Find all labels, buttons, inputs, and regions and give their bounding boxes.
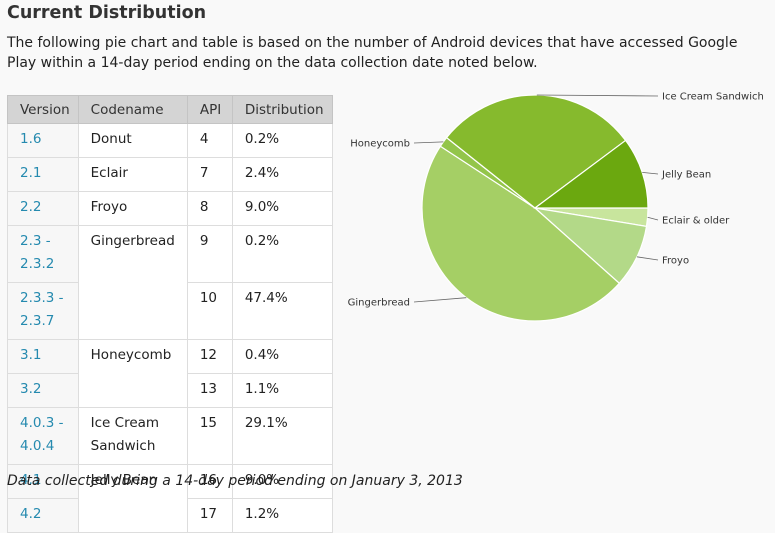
api-cell: 4: [186, 123, 233, 158]
page-title: Current Distribution: [7, 3, 207, 23]
table-header-row: Version Codename API Distribution: [7, 95, 333, 124]
api-cell: 16: [186, 464, 233, 499]
table-row: 2.3 - 2.3.2 Gingerbread 9 0.2%: [7, 225, 333, 340]
leader-line-froyo: [636, 256, 659, 261]
version-link[interactable]: 2.3.3 - 2.3.7: [7, 282, 79, 340]
codename-cell: Eclair: [77, 157, 188, 192]
header-api: API: [186, 95, 233, 124]
pie-label-eclair-older: Eclair & older: [662, 216, 730, 227]
distribution-cell: 1.2%: [231, 498, 333, 533]
distribution-cell: 2.4%: [231, 157, 333, 192]
header-codename: Codename: [77, 95, 188, 124]
api-cell: 9: [186, 225, 233, 283]
distribution-table: Version Codename API Distribution 1.6 Do…: [7, 95, 333, 533]
api-cell: 17: [186, 498, 233, 533]
distribution-cell: 29.1%: [231, 407, 333, 465]
api-cell: 12: [186, 339, 233, 374]
distribution-cell: 9.0%: [231, 464, 333, 499]
version-link[interactable]: 2.2: [7, 191, 79, 226]
version-link[interactable]: 2.1: [7, 157, 79, 192]
footnote: Data collected during a 14-day period en…: [7, 473, 463, 489]
codename-cell: Gingerbread: [77, 225, 188, 340]
pie-slice-jelly-bean: [533, 139, 649, 209]
distribution-cell: 0.2%: [231, 123, 333, 158]
version-link[interactable]: 3.1: [7, 339, 79, 374]
table-row: 4.1 Jelly Bean 16 9.0%: [7, 464, 333, 533]
table-row: 3.1 Honeycomb 12 0.4%: [7, 339, 333, 408]
codename-cell: Froyo: [77, 191, 188, 226]
table-row: 2.3.3 - 2.3.7 10 47.4%: [7, 282, 333, 340]
api-cell: 10: [186, 282, 233, 340]
distribution-cell: 0.4%: [231, 339, 333, 374]
codename-cell: Donut: [77, 123, 188, 158]
distribution-cell: 1.1%: [231, 373, 333, 408]
pie-slice-ice-cream-sandwich: [445, 94, 627, 209]
leader-line-ice-cream-sandwich: [536, 94, 659, 97]
leader-line-honeycomb: [413, 141, 444, 144]
pie-label-ice-cream-sandwich: Ice Cream Sandwich: [662, 92, 764, 103]
table-row: 2.1 Eclair 7 2.4%: [7, 157, 333, 192]
codename-cell: Ice Cream Sandwich: [77, 407, 188, 465]
header-distribution: Distribution: [231, 95, 333, 124]
table-row: 4.0.3 - 4.0.4 Ice Cream Sandwich 15 29.1…: [7, 407, 333, 465]
api-cell: 8: [186, 191, 233, 226]
pie-label-froyo: Froyo: [662, 256, 689, 267]
leader-line-eclair-older: [647, 216, 659, 221]
pie-slice-gingerbread: [421, 145, 621, 322]
pie-label-honeycomb: Honeycomb: [350, 139, 410, 150]
intro-paragraph: The following pie chart and table is bas…: [7, 35, 738, 71]
api-cell: 15: [186, 407, 233, 465]
version-link[interactable]: 4.0.3 - 4.0.4: [7, 407, 79, 465]
version-link[interactable]: 2.3 - 2.3.2: [7, 225, 79, 283]
version-link[interactable]: 4.2: [7, 498, 79, 533]
header-version: Version: [7, 95, 79, 124]
distribution-cell: 0.2%: [231, 225, 333, 283]
pie-label-jelly-bean: Jelly Bean: [661, 170, 711, 181]
leader-line-gingerbread: [413, 297, 467, 303]
api-cell: 13: [186, 373, 233, 408]
distribution-pie-chart: Eclair & older Froyo Gingerbread Honeycomb I…: [348, 92, 764, 322]
distribution-cell: 9.0%: [231, 191, 333, 226]
codename-cell: Honeycomb: [77, 339, 188, 408]
pie-label-gingerbread: Gingerbread: [348, 298, 410, 309]
distribution-cell: 47.4%: [231, 282, 333, 340]
leader-line-jelly-bean: [642, 172, 659, 175]
table-row: 1.6 Donut 4 0.2%: [7, 123, 333, 158]
version-link[interactable]: 3.2: [7, 373, 79, 408]
api-cell: 7: [186, 157, 233, 192]
table-row: 2.2 Froyo 8 9.0%: [7, 191, 333, 226]
version-link[interactable]: 4.1: [7, 464, 79, 499]
version-link[interactable]: 1.6: [7, 123, 79, 158]
